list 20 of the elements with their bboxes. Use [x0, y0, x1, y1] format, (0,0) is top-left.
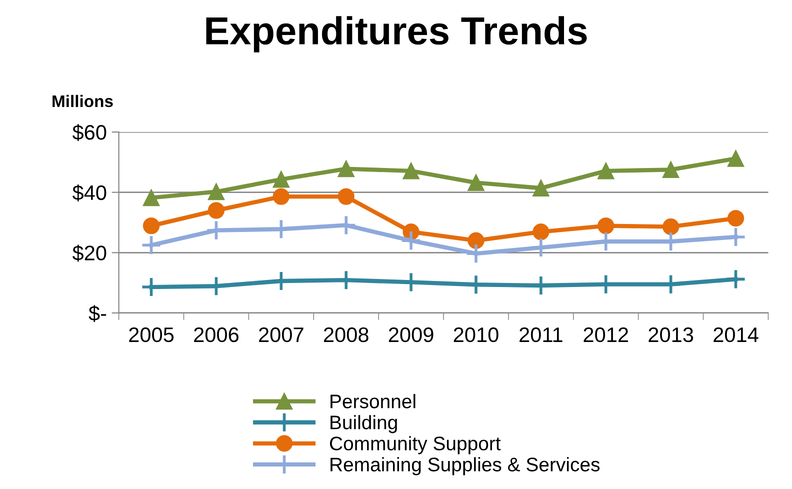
- x-tick-label: 2012: [584, 327, 628, 342]
- x-tick-label: 2014: [714, 327, 758, 342]
- y-axis-title: Millions: [52, 94, 113, 108]
- chart-title: Expenditures Trends: [206, 16, 587, 52]
- x-tick-label: 2010: [454, 327, 498, 342]
- legend-label: Remaining Supplies & Services: [330, 457, 600, 476]
- y-tick-label: $40: [72, 184, 106, 202]
- x-tick-label: 2006: [194, 327, 238, 342]
- x-tick-label: 2009: [388, 327, 434, 342]
- legend-label: Personnel: [330, 394, 416, 408]
- y-tick-label: $20: [72, 244, 106, 262]
- x-tick-label: 2007: [259, 327, 304, 342]
- x-tick-label: 2011: [520, 327, 562, 342]
- legend-label: Community Support: [330, 436, 501, 454]
- legend-label: Building: [330, 415, 397, 434]
- y-tick-label: $60: [72, 124, 106, 142]
- x-tick-label: 2008: [324, 327, 368, 342]
- y-tick-label: $-: [88, 305, 106, 322]
- x-tick-label: 2013: [648, 327, 694, 342]
- x-tick-label: 2005: [129, 327, 174, 342]
